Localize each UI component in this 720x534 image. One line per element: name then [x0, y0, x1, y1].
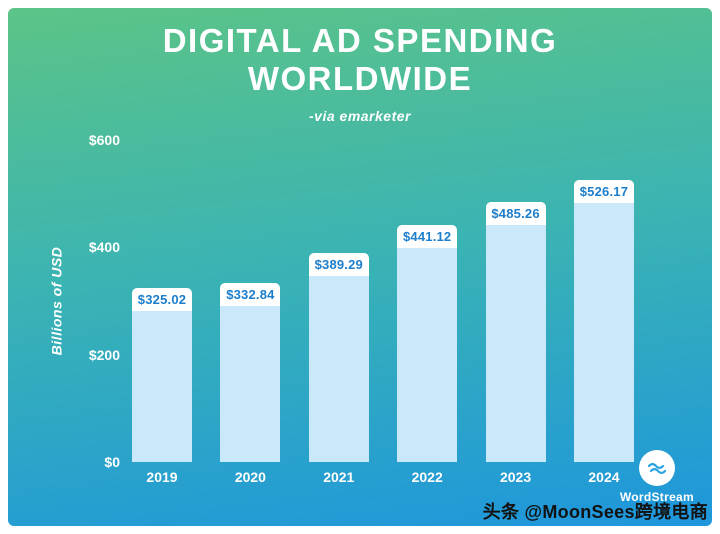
y-tick-600: $600: [88, 132, 120, 148]
watermark-text: 头条 @MoonSees跨境电商: [482, 502, 708, 522]
wordstream-logo-text: WordStream: [619, 490, 694, 504]
chart-title-line1: DIGITAL AD SPENDING: [162, 22, 558, 59]
wordstream-logo: WordStream: [620, 450, 694, 504]
wave-icon: [638, 450, 675, 486]
bar-fill: [485, 224, 546, 462]
bar-value-label: $485.26: [485, 201, 546, 225]
chart-subtitle: -via emarketer: [309, 107, 411, 124]
bar-fill: [132, 310, 192, 462]
x-label-2021: 2021: [323, 469, 355, 485]
bar-fill: [308, 276, 369, 462]
y-tick-0: $0: [104, 454, 120, 470]
bar-2021: $389.29: [308, 253, 369, 462]
x-axis-labels: 2019 2020 2021 2022 2023 2024: [126, 469, 640, 485]
bar-2024: $526.17: [573, 179, 634, 462]
x-label-2023: 2023: [499, 469, 532, 485]
bar-value-label: $441.12: [397, 225, 458, 249]
x-label-2020: 2020: [234, 469, 266, 485]
bar-2020: $332.84: [220, 283, 281, 462]
bar-2022: $441.12: [397, 225, 458, 462]
x-label-2024: 2024: [588, 469, 620, 485]
chart-header: DIGITAL AD SPENDING WORLDWIDE -via emark…: [8, 22, 712, 124]
bar-value-label: $389.29: [308, 253, 369, 277]
bar-fill: [220, 306, 281, 462]
y-axis-title: Billions of USD: [48, 246, 64, 356]
chart-card: DIGITAL AD SPENDING WORLDWIDE -via emark…: [8, 8, 712, 526]
chart-title-line2: WORLDWIDE: [247, 60, 473, 98]
x-label-2019: 2019: [146, 469, 178, 485]
bar-fill: [573, 202, 634, 462]
bar-fill: [397, 248, 458, 462]
y-tick-200: $200: [88, 346, 120, 363]
bar-2019: $325.02: [132, 287, 192, 462]
bar-value-label: $332.84: [220, 283, 281, 307]
y-axis-ticks: $600 $400 $200 $0: [68, 132, 120, 470]
bar-value-label: $325.02: [132, 287, 192, 311]
bar-value-label: $526.17: [573, 179, 634, 203]
plot-area: $325.02 $332.84 $389.29 $441.12 $485.26 …: [126, 140, 640, 462]
x-label-2022: 2022: [411, 469, 443, 485]
chart-title: DIGITAL AD SPENDING WORLDWIDE: [8, 22, 712, 99]
bar-2023: $485.26: [485, 201, 546, 462]
y-tick-400: $400: [88, 239, 120, 256]
